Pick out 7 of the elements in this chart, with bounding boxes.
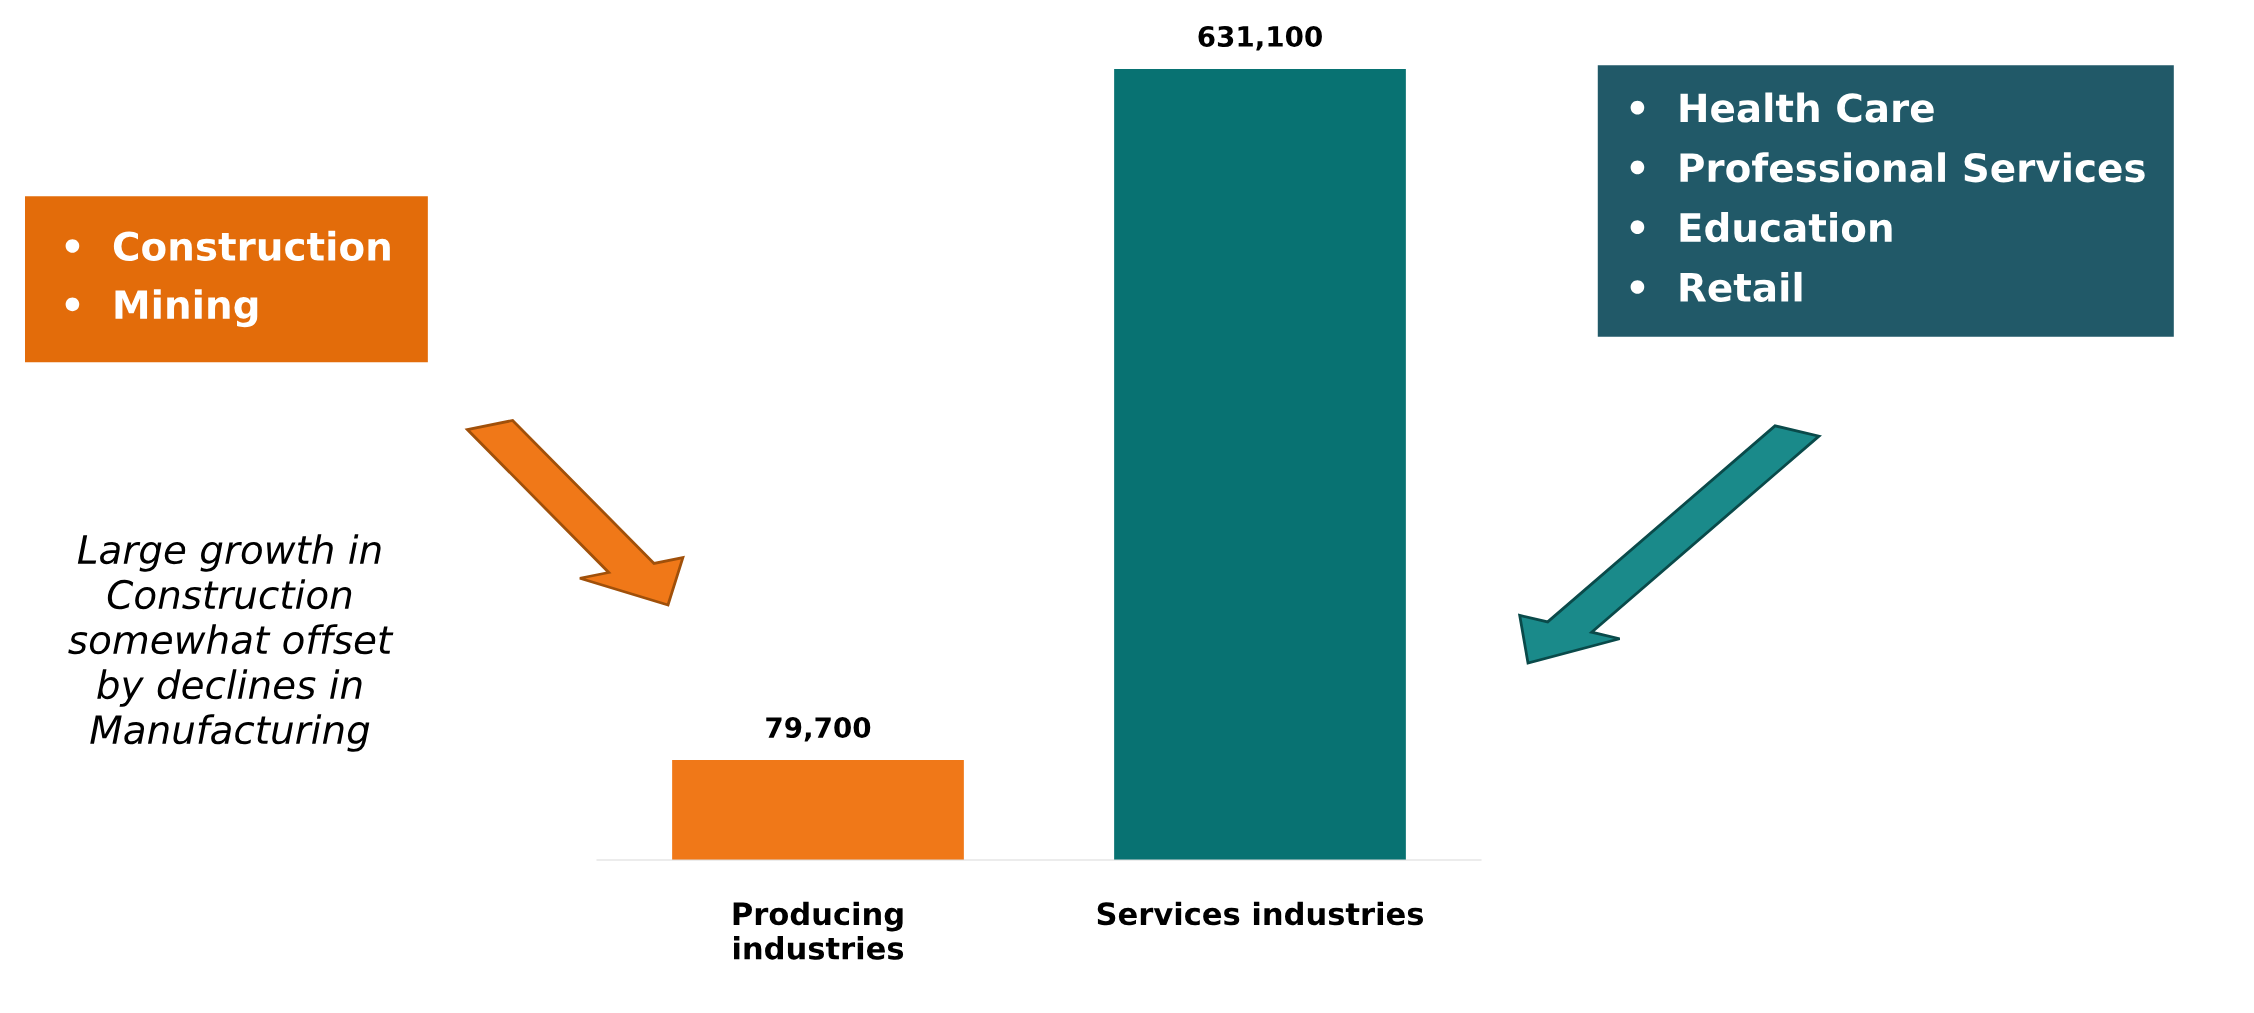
- x-tick-label: Producing industries: [733, 901, 904, 960]
- x-tick-label: Services industries: [1097, 901, 1424, 926]
- data-label: 79,700: [766, 717, 871, 742]
- text: • Construction • Mining: [65, 230, 390, 328]
- text: Large growth in Construction somewhat offset by declines in Manufacturing: [68, 534, 394, 752]
- text: • Health Care • Professional Services • Education • Retail: [1630, 92, 2145, 302]
- data-label: 631,100: [1198, 25, 1322, 51]
